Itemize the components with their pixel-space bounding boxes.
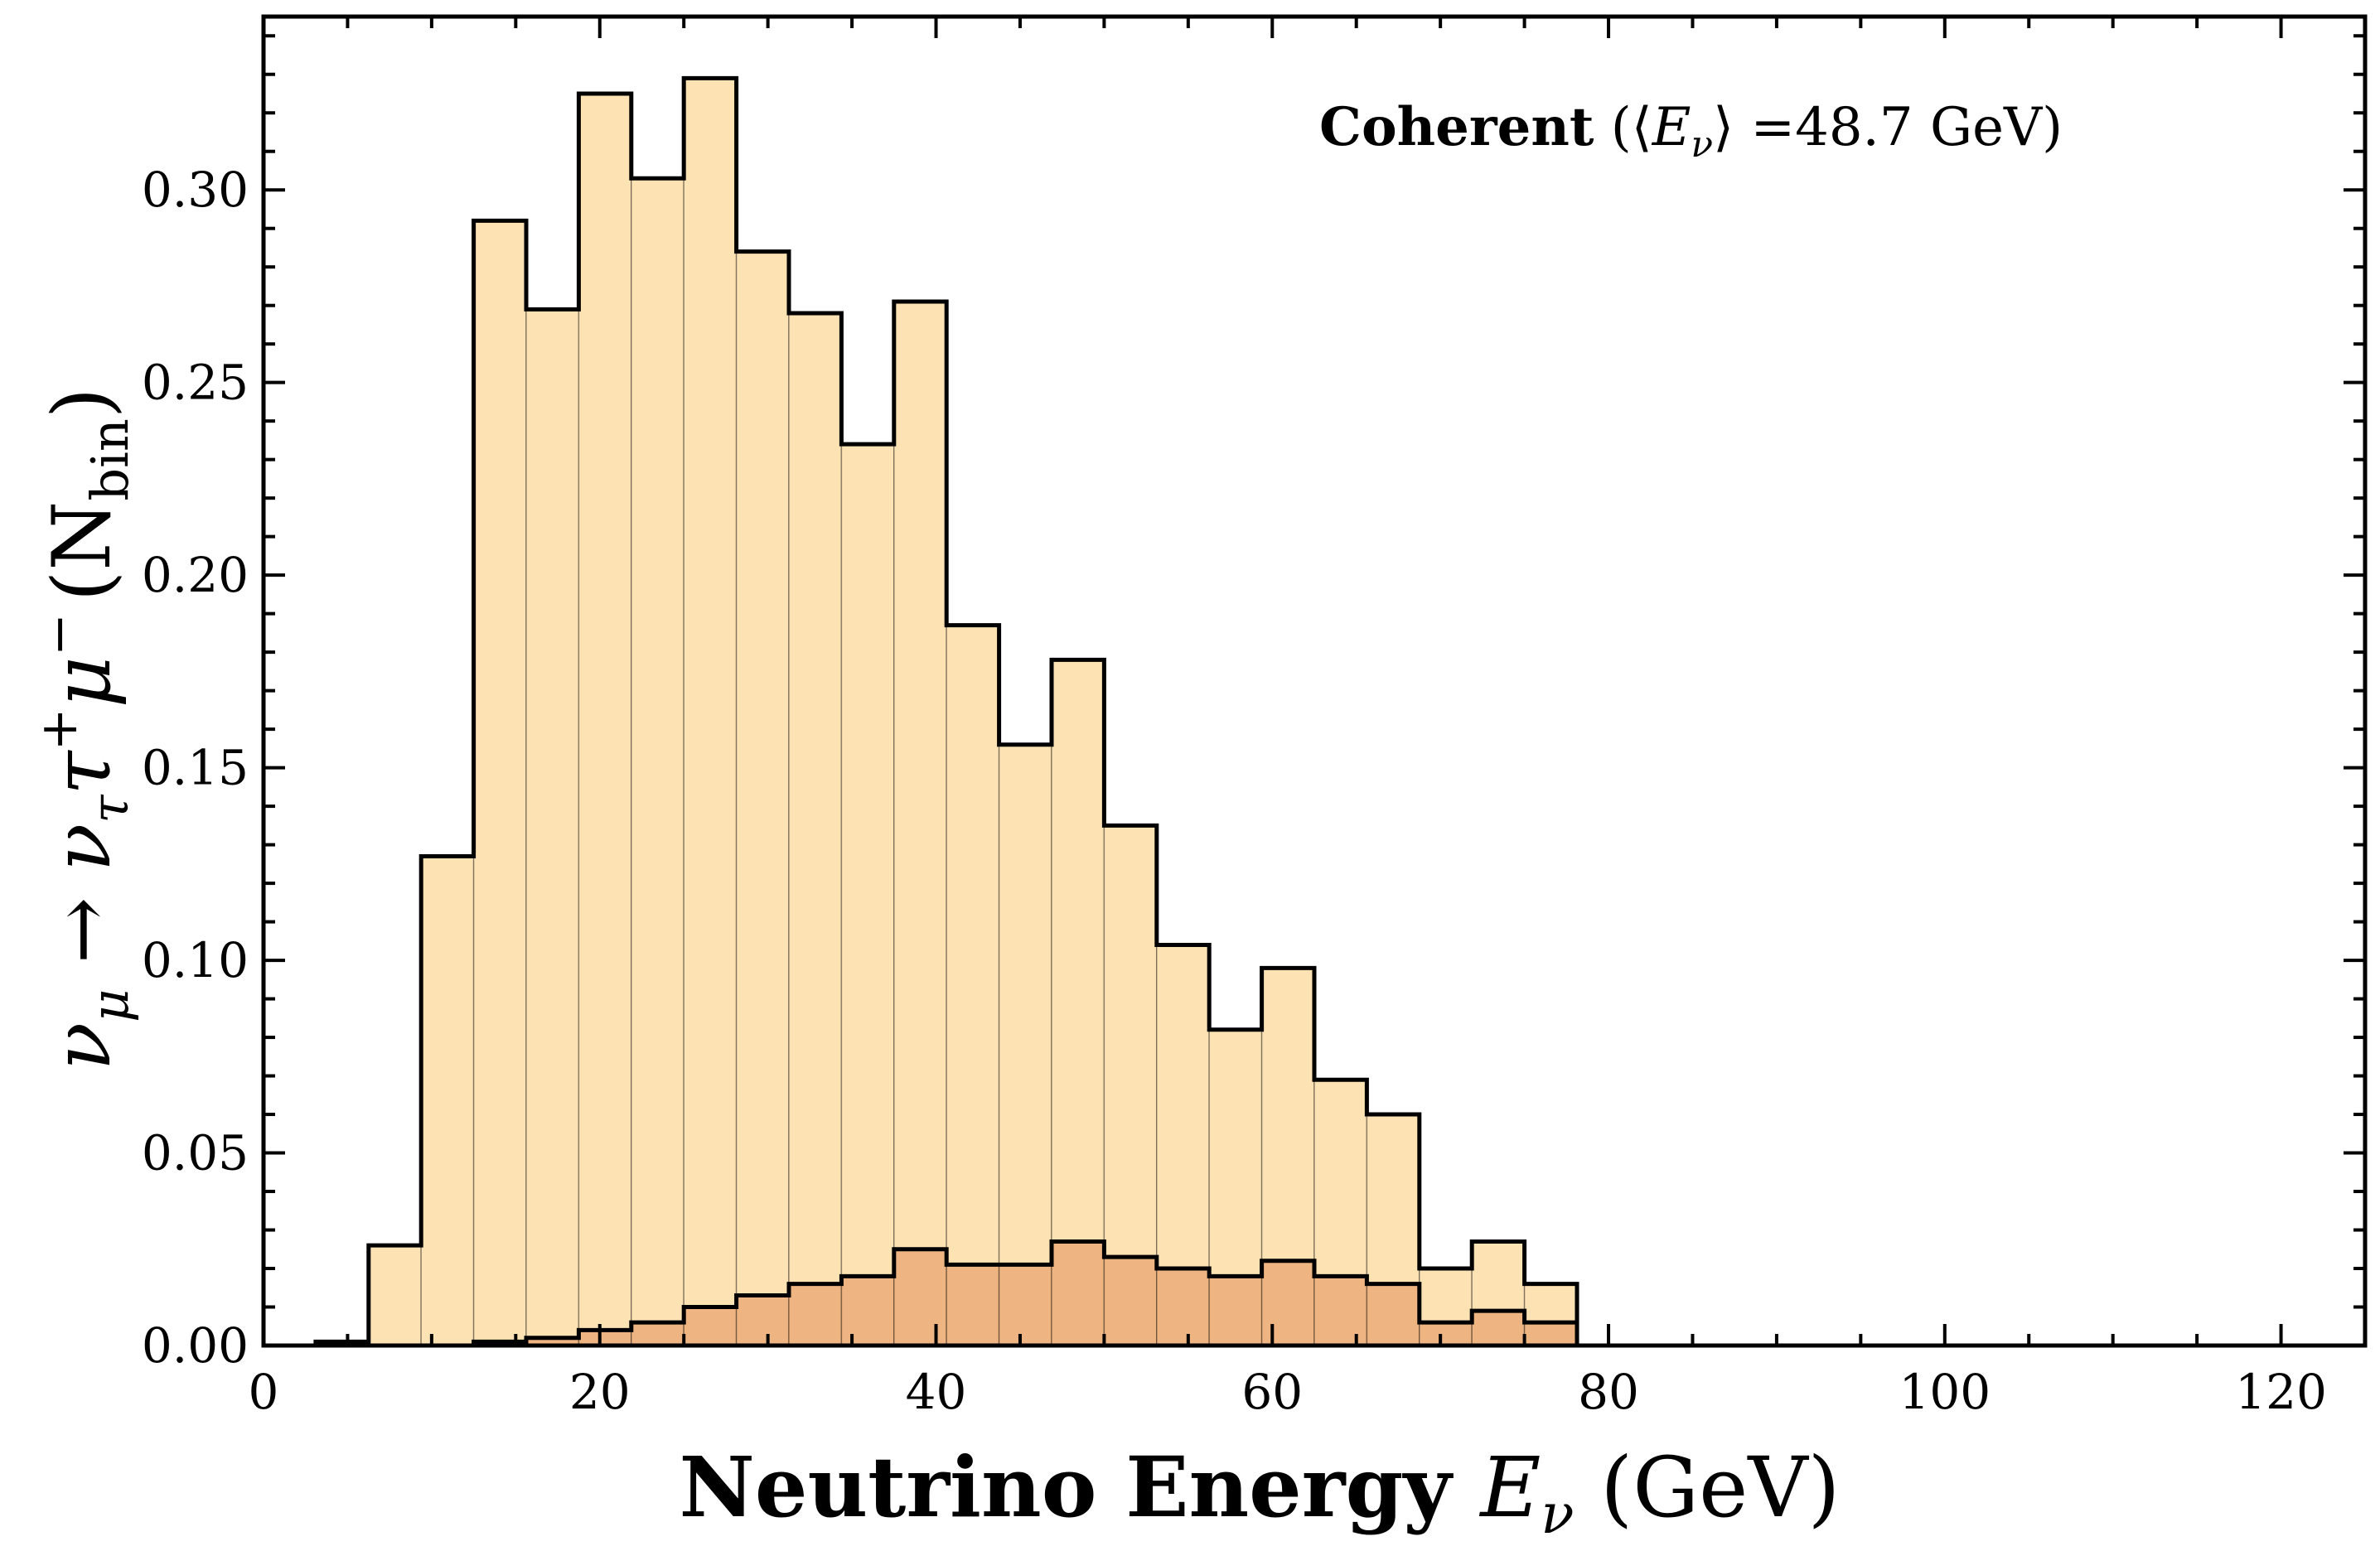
- y-tick-label: 0.00: [142, 1317, 249, 1374]
- bar-light: [946, 624, 1000, 1346]
- bar-dark: [1260, 1259, 1315, 1346]
- bar-dark: [1471, 1310, 1526, 1346]
- x-tick-labels: 0 20 40 60 80 100 120: [249, 1364, 2327, 1420]
- bar-dark: [578, 1329, 632, 1346]
- y-tick-label: 0.20: [142, 547, 249, 603]
- bar-dark: [946, 1264, 1000, 1346]
- bar-light: [788, 312, 843, 1346]
- xlabel-unit: (GeV): [1574, 1439, 1840, 1536]
- bar-dark: [1523, 1321, 1578, 1346]
- ylabel-sub-bin: bin: [80, 418, 140, 500]
- annotation-var: E: [1652, 97, 1691, 158]
- ylabel-sub-mu: μ: [80, 989, 140, 1022]
- y-tick-label: 0.30: [142, 162, 249, 218]
- x-tick-label: 20: [569, 1364, 631, 1420]
- bar-dark: [1208, 1275, 1263, 1346]
- histogram-outline-light: [313, 75, 1579, 1346]
- bar-dark: [1156, 1268, 1210, 1346]
- bar-light: [735, 250, 790, 1346]
- chart-annotation: Coherent (⟨Eν⟩ =48.7 GeV): [1319, 96, 2063, 166]
- x-tick-label: 100: [1899, 1364, 1991, 1420]
- bar-dark: [1051, 1240, 1105, 1346]
- bar-light: [893, 301, 947, 1346]
- ylabel-mu: μ: [36, 656, 128, 708]
- x-axis-label: Neutrino Energy Eν (GeV): [679, 1438, 1840, 1546]
- xlabel-var: E: [1478, 1439, 1541, 1536]
- histogram-outline-dark: [315, 1239, 1579, 1348]
- y-tick-labels: 0.00 0.05 0.10 0.15 0.20 0.25 0.30: [142, 162, 249, 1374]
- ylabel-paren-open: (N: [36, 501, 128, 602]
- annotation-bold: Coherent: [1319, 96, 1594, 158]
- bar-dark: [735, 1294, 790, 1346]
- bar-light: [631, 177, 684, 1346]
- ylabel-tau: τ: [36, 749, 128, 795]
- annotation-open: (⟨: [1594, 97, 1652, 158]
- bar-dark: [1419, 1321, 1473, 1346]
- bar-dark: [788, 1283, 843, 1346]
- y-tick-label: 0.05: [142, 1125, 249, 1181]
- plot-frame: [261, 14, 2368, 1348]
- annotation-close: ⟩ =48.7 GeV): [1713, 97, 2063, 158]
- annotation-sub: ν: [1691, 123, 1713, 166]
- ylabel-arrow-nu: → ν: [36, 824, 128, 989]
- y-axis-label: νμ → νττ+μ−(Nbin): [28, 388, 140, 1071]
- ylabel-paren-close: ): [36, 388, 128, 418]
- bars-dark-series: [472, 1240, 1578, 1346]
- bar-light: [998, 743, 1052, 1346]
- ylabel-sup-plus: +: [28, 708, 89, 751]
- bar-dark: [893, 1249, 947, 1346]
- bar-dark: [1313, 1275, 1368, 1346]
- xlabel-bold: Neutrino Energy: [679, 1438, 1480, 1536]
- bar-light: [368, 1244, 422, 1346]
- bar-light: [420, 855, 475, 1346]
- ylabel-sub-tau: τ: [80, 794, 140, 824]
- xlabel-sub: ν: [1541, 1482, 1574, 1546]
- bar-dark: [683, 1306, 738, 1346]
- y-tick-label: 0.25: [142, 355, 249, 411]
- x-tick-label: 40: [906, 1364, 967, 1420]
- bar-light: [578, 93, 632, 1346]
- x-tick-label: 80: [1578, 1364, 1639, 1420]
- bar-light: [683, 77, 738, 1346]
- bar-dark: [998, 1264, 1052, 1346]
- x-tick-label: 0: [249, 1364, 279, 1420]
- ylabel-nu: ν: [36, 1022, 128, 1070]
- bar-dark: [631, 1321, 684, 1346]
- bar-dark: [1103, 1256, 1158, 1346]
- bars-light-series: [315, 77, 1578, 1346]
- x-tick-label: 120: [2235, 1364, 2327, 1420]
- bar-light: [525, 308, 580, 1346]
- y-tick-label: 0.15: [142, 740, 249, 796]
- y-tick-label: 0.10: [142, 932, 249, 988]
- bar-dark: [840, 1275, 895, 1346]
- x-tick-label: 60: [1241, 1364, 1303, 1420]
- bar-dark: [1366, 1283, 1420, 1346]
- bar-light: [472, 220, 527, 1346]
- bar-light: [840, 443, 895, 1346]
- ylabel-sup-minus: −: [28, 613, 89, 656]
